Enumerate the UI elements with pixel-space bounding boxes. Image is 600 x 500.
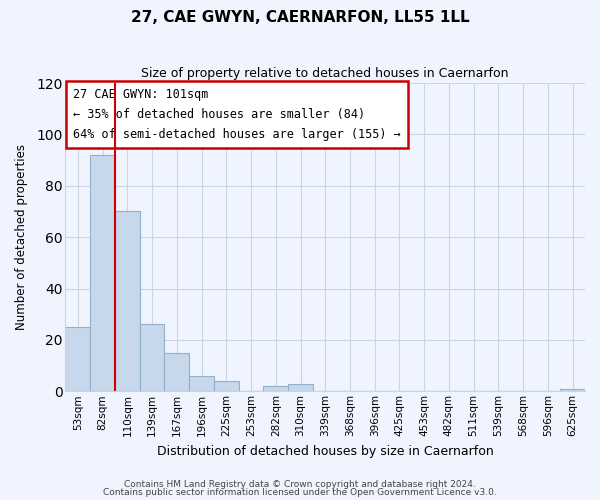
Bar <box>65 327 90 392</box>
Bar <box>263 386 288 392</box>
Bar <box>189 376 214 392</box>
Y-axis label: Number of detached properties: Number of detached properties <box>15 144 28 330</box>
Title: Size of property relative to detached houses in Caernarfon: Size of property relative to detached ho… <box>142 68 509 80</box>
Text: Contains HM Land Registry data © Crown copyright and database right 2024.: Contains HM Land Registry data © Crown c… <box>124 480 476 489</box>
Bar <box>288 384 313 392</box>
Text: 27 CAE GWYN: 101sqm
← 35% of detached houses are smaller (84)
64% of semi-detach: 27 CAE GWYN: 101sqm ← 35% of detached ho… <box>73 88 401 141</box>
Text: 27, CAE GWYN, CAERNARFON, LL55 1LL: 27, CAE GWYN, CAERNARFON, LL55 1LL <box>131 10 469 25</box>
Bar <box>164 352 189 392</box>
X-axis label: Distribution of detached houses by size in Caernarfon: Distribution of detached houses by size … <box>157 444 494 458</box>
Bar <box>115 212 140 392</box>
Text: Contains public sector information licensed under the Open Government Licence v3: Contains public sector information licen… <box>103 488 497 497</box>
Bar <box>560 388 585 392</box>
Bar <box>90 155 115 392</box>
Bar <box>140 324 164 392</box>
Bar <box>214 381 239 392</box>
